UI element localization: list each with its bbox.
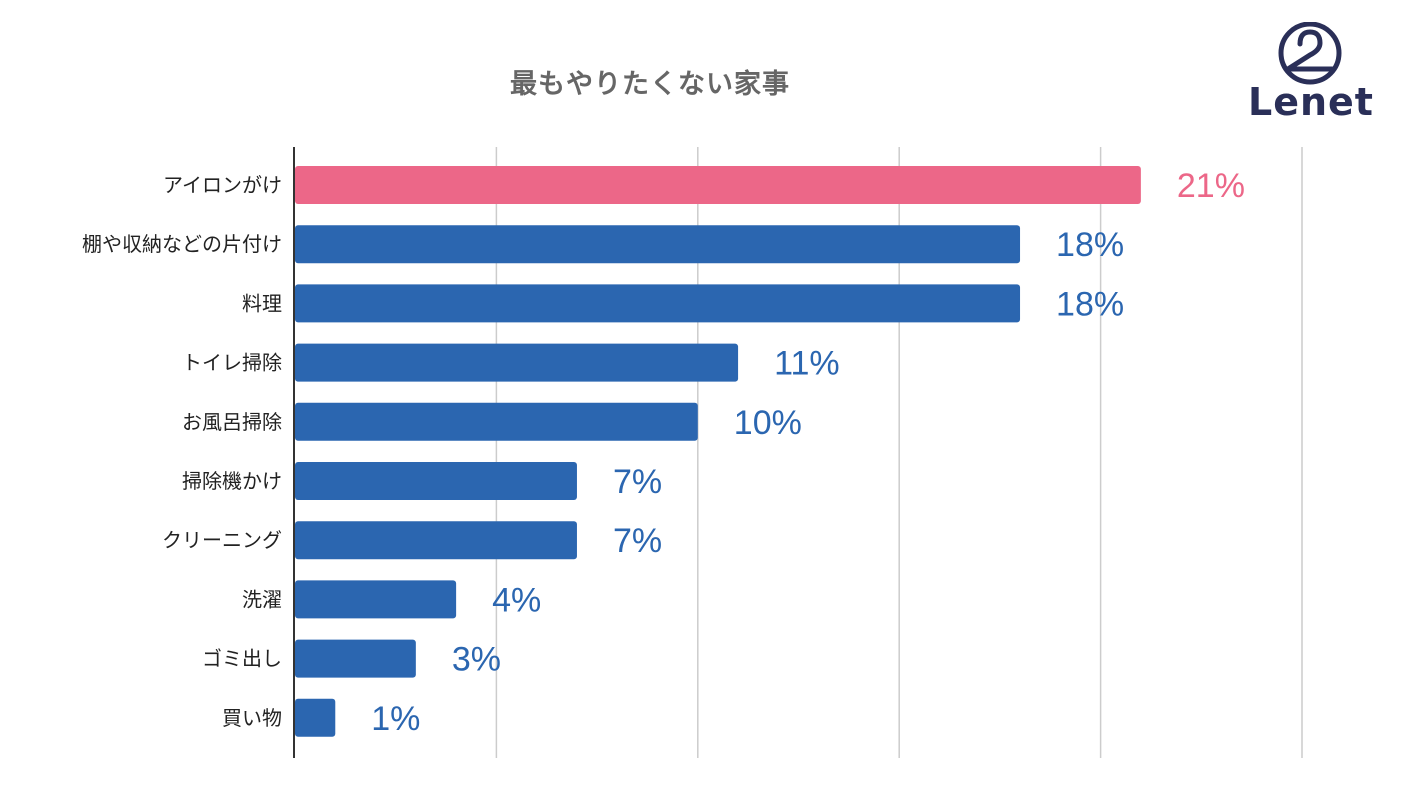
chart-title: 最もやりたくない家事: [510, 69, 790, 100]
bar: [295, 639, 416, 678]
data-label: 10%: [734, 404, 802, 442]
bar: [295, 343, 739, 382]
category-label: 掃除機かけ: [182, 469, 282, 493]
hanger-icon: [1278, 21, 1342, 85]
data-label: 3%: [452, 641, 501, 679]
category-label: 料理: [242, 291, 282, 315]
data-label: 4%: [492, 581, 541, 619]
data-label: 21%: [1177, 167, 1245, 205]
data-label: 18%: [1056, 226, 1124, 264]
bar: [295, 462, 577, 500]
bar: [295, 580, 457, 619]
category-label: 洗濯: [242, 587, 282, 611]
bar: [295, 284, 1021, 323]
category-label: 買い物: [222, 706, 282, 730]
bar: [295, 166, 1141, 204]
data-label: 11%: [774, 345, 840, 383]
category-label: アイロンがけ: [163, 173, 282, 197]
logo-text: Lenet: [1248, 80, 1374, 124]
data-label: 7%: [613, 522, 662, 560]
category-label: トイレ掃除: [182, 351, 282, 375]
bar: [295, 402, 698, 441]
bar: [295, 225, 1021, 264]
category-label: クリーニング: [162, 528, 282, 552]
category-label: ゴミ出し: [202, 647, 282, 671]
category-label: 棚や収納などの片付け: [82, 232, 282, 256]
lenet-logo: Lenet: [1248, 21, 1374, 126]
data-label: 1%: [371, 700, 420, 738]
category-label: お風呂掃除: [182, 410, 282, 434]
data-label: 7%: [613, 463, 662, 501]
bar: [295, 698, 336, 737]
data-label: 18%: [1056, 285, 1124, 323]
bar: [295, 521, 577, 560]
